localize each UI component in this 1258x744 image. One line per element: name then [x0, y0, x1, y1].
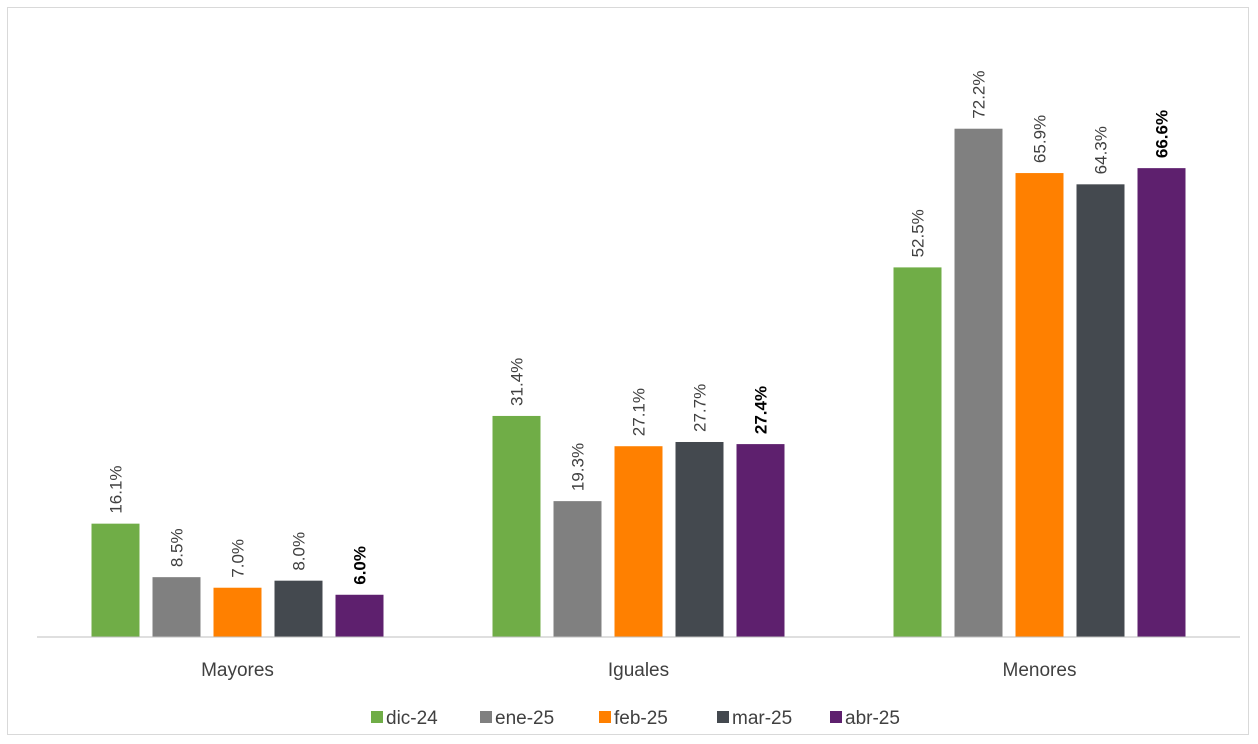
legend-swatch-feb-25 — [599, 711, 611, 723]
bar-mayores-mar-25 — [274, 580, 323, 637]
data-label-iguales-mar-25: 27.7% — [691, 384, 710, 432]
legend-label-ene-25: ene-25 — [495, 708, 554, 729]
data-labels-layer: 16.1% 8.5% 7.0% 8.0% 6.0% 31.4% 19.3% 27.1% 27.7… — [107, 71, 1172, 585]
data-label-iguales-ene-25: 19.3% — [569, 443, 588, 491]
data-label-menores-ene-25: 72.2% — [970, 71, 989, 119]
bar-mayores-dic-24 — [91, 523, 140, 637]
data-label-iguales-feb-25: 27.1% — [630, 388, 649, 436]
category-labels-layer: Mayores Iguales Menores — [201, 660, 1076, 681]
bar-menores-mar-25 — [1076, 184, 1125, 637]
bar-iguales-dic-24 — [492, 415, 541, 637]
bar-menores-abr-25 — [1137, 168, 1186, 638]
bars-layer — [91, 128, 1186, 638]
data-label-menores-abr-25: 66.6% — [1153, 110, 1172, 158]
legend-label-abr-25: abr-25 — [845, 708, 900, 729]
bar-iguales-abr-25 — [736, 444, 785, 637]
data-label-mayores-feb-25: 7.0% — [229, 539, 248, 578]
bar-mayores-ene-25 — [152, 577, 201, 637]
data-label-menores-feb-25: 65.9% — [1031, 115, 1050, 163]
legend-swatch-abr-25 — [830, 711, 842, 723]
legend-swatch-mar-25 — [717, 711, 729, 723]
category-label-mayores: Mayores — [201, 660, 274, 681]
data-label-menores-dic-24: 52.5% — [909, 209, 928, 257]
data-label-mayores-ene-25: 8.5% — [168, 528, 187, 567]
data-label-menores-mar-25: 64.3% — [1092, 126, 1111, 174]
bar-menores-ene-25 — [954, 128, 1003, 637]
bar-mayores-abr-25 — [335, 594, 384, 637]
bar-iguales-mar-25 — [675, 441, 724, 637]
legend-label-feb-25: feb-25 — [614, 708, 668, 729]
data-label-iguales-abr-25: 27.4% — [752, 386, 771, 434]
bar-menores-dic-24 — [893, 267, 942, 637]
bar-iguales-ene-25 — [553, 501, 602, 637]
category-label-iguales: Iguales — [608, 660, 669, 681]
legend-swatch-dic-24 — [371, 711, 383, 723]
bar-iguales-feb-25 — [614, 446, 663, 637]
legend-swatch-ene-25 — [480, 711, 492, 723]
category-label-menores: Menores — [1003, 660, 1077, 681]
bar-mayores-feb-25 — [213, 587, 262, 637]
data-label-mayores-dic-24: 16.1% — [107, 465, 126, 513]
data-label-mayores-mar-25: 8.0% — [290, 532, 309, 571]
data-label-iguales-dic-24: 31.4% — [508, 358, 527, 406]
data-label-mayores-abr-25: 6.0% — [351, 546, 370, 585]
legend-label-dic-24: dic-24 — [386, 708, 438, 729]
bar-menores-feb-25 — [1015, 173, 1064, 637]
legend: dic-24 ene-25 feb-25 mar-25 abr-25 — [371, 708, 900, 729]
legend-label-mar-25: mar-25 — [732, 708, 792, 729]
